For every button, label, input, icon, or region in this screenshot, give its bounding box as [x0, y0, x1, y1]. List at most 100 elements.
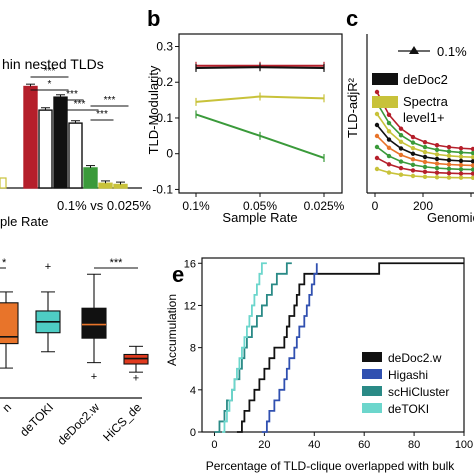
- panel-label-e: e: [172, 262, 184, 287]
- panel-c-point: [410, 151, 416, 156]
- panel-c-point: [410, 145, 416, 151]
- panel-c-legend-label: deDoc2: [403, 72, 448, 87]
- panel-c-point: [470, 154, 474, 160]
- panel-d-xtick-label: deTOKI: [17, 400, 56, 439]
- panel-c-point: [410, 134, 416, 140]
- panel-a-sig-label: *: [48, 79, 52, 90]
- panel-e-series-line: [261, 263, 318, 433]
- panel-e-xlabel: Percentage of TLD-clique overlapped with…: [206, 459, 456, 473]
- panel-d-sig-label: *: [2, 257, 7, 269]
- panel-c-point: [410, 168, 416, 173]
- panel-c-point: [422, 139, 428, 145]
- panel-c-point: [422, 154, 428, 160]
- panel-c-point: [386, 120, 392, 126]
- panel-e-ylabel: Accumulation: [165, 294, 179, 366]
- panel-c-point: [446, 162, 452, 167]
- panel-c-point: [422, 149, 428, 155]
- panel-e: 0 4 8 12 16 0 20 40 60 80 100 deDoc2.w Higashi scHiCl…: [184, 257, 473, 451]
- panel-e-legend-label: Higashi: [388, 368, 428, 382]
- panel-c-point: [446, 149, 452, 154]
- panel-c-point: [398, 139, 404, 145]
- panel-a-bar: [98, 182, 113, 189]
- panel-e-ytick-label: 12: [184, 300, 196, 312]
- panel-c-point: [386, 112, 392, 118]
- panel-a-sig-label: ***: [74, 99, 86, 110]
- panel-a-prev-bar: [0, 177, 7, 189]
- panel-e-legend-label: deTOKI: [388, 402, 429, 416]
- panel-c-point: [422, 169, 428, 175]
- panel-c-xlabel: Genomic: [427, 210, 474, 225]
- panel-e-legend-swatch: [362, 369, 382, 379]
- panel-e-xtick-label: 80: [408, 439, 420, 451]
- panel-a-sig-label: ***: [96, 109, 108, 120]
- panel-e-xtick-label: 60: [358, 439, 370, 451]
- panel-c-ylabel: TLD-adjR²: [345, 77, 360, 138]
- panel-c-point: [470, 171, 474, 176]
- panel-c-point: [458, 154, 464, 159]
- panel-c-point: [434, 143, 440, 148]
- panel-a-title: hin nested TLDs: [2, 56, 104, 72]
- panel-d-xtick-label: deDoc2.w: [54, 400, 102, 448]
- panel-b-xlabel: Sample Rate: [222, 210, 297, 225]
- panel-a-bar: [83, 167, 98, 189]
- panel-c-point: [386, 129, 392, 134]
- panel-c-point: [398, 159, 404, 164]
- panel-e-legend-label: scHiCluster: [388, 385, 449, 399]
- panel-d-box: [0, 302, 19, 345]
- panel-d-xtick-label: n: [0, 400, 14, 415]
- panel-b-xtick-label: 0.05%: [243, 199, 277, 213]
- panel-c-legend-label: level1+: [403, 110, 445, 125]
- panel-a-bar: [53, 96, 68, 189]
- panel-c-legend-label: 0.1%: [437, 44, 467, 59]
- panel-c-point: [446, 157, 452, 163]
- panel-c-point: [386, 162, 392, 167]
- panel-c-point: [422, 144, 428, 150]
- panel-c-point: [398, 172, 404, 177]
- panel-c-point: [386, 145, 392, 151]
- panel-b-ytick-label: 0: [166, 147, 173, 161]
- panel-b-xtick-label: 0.025%: [304, 199, 345, 213]
- panel-e-legend-swatch: [362, 403, 382, 413]
- panel-a: ********** ******: [0, 66, 142, 189]
- panel-d-sig-label: ***: [110, 257, 124, 269]
- panel-e-xtick-label: 40: [308, 439, 320, 451]
- panel-c-point: [374, 144, 380, 150]
- panel-b-ytick-label: -0.1: [152, 182, 173, 196]
- panel-c-point: [410, 173, 416, 179]
- panel-c-point: [374, 133, 380, 139]
- panel-b-ytick-label: 0.2: [156, 75, 173, 89]
- panel-c-point: [446, 144, 452, 150]
- panel-c-point: [434, 165, 440, 171]
- panel-c-point: [398, 152, 404, 158]
- panel-c-xtick-label: 0: [372, 199, 379, 213]
- panel-label-b: b: [147, 6, 160, 31]
- panel-c-point: [458, 146, 464, 151]
- panel-b-frame: [178, 33, 343, 194]
- panel-c-point: [422, 159, 428, 165]
- panel-c-point: [446, 153, 452, 159]
- panel-c-point: [386, 170, 392, 175]
- panel-label-c: c: [346, 6, 358, 31]
- panel-a-xlabel: ple Rate: [0, 214, 48, 229]
- panel-c-legend-label: Spectra: [403, 94, 449, 109]
- panel-b-ylabel: TLD-Modularity: [146, 65, 161, 154]
- panel-c-point: [470, 146, 474, 152]
- panel-c-xtick-label: 200: [413, 199, 433, 213]
- panel-c-point: [410, 162, 416, 168]
- panel-c-point: [386, 137, 392, 142]
- panel-c-point: [446, 175, 452, 180]
- panel-d-outlier: +: [91, 371, 97, 383]
- panel-e-ytick-label: 16: [184, 258, 196, 270]
- panel-a-sig-label: ***: [44, 66, 56, 77]
- panel-c-point: [470, 167, 474, 172]
- panel-a-bar: [38, 109, 53, 189]
- panel-c-point: [410, 140, 416, 145]
- panel-e-ytick-label: 8: [190, 343, 196, 355]
- panel-e-legend-label: deDoc2.w: [388, 351, 442, 365]
- panel-c-point: [398, 133, 404, 138]
- panel-c-point: [446, 166, 452, 172]
- panel-c-point: [458, 150, 464, 155]
- panel-c-point: [458, 175, 464, 180]
